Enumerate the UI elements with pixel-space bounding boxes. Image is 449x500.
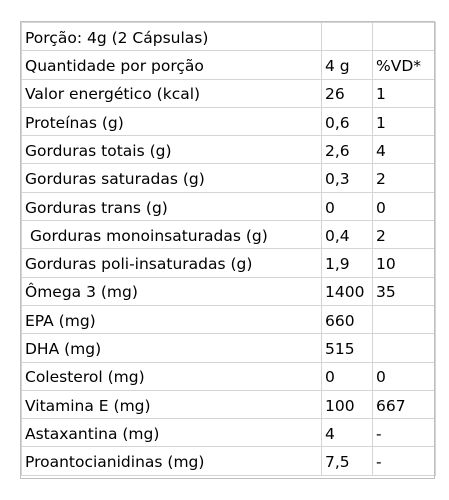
nutrient-name: Gorduras saturadas (g) (21, 163, 322, 193)
empty-cell (372, 21, 436, 52)
nutrient-vd: - (372, 446, 436, 476)
vd-label-cell: %VD* (372, 50, 436, 80)
nutrient-amount: 7,5 (321, 446, 373, 476)
table-row: DHA (mg) 515 (21, 333, 436, 363)
nutrient-name: Vitamina E (mg) (21, 389, 322, 420)
nutrient-vd: - (372, 418, 436, 448)
nutrient-amount: 0,4 (321, 220, 373, 250)
nutrient-vd: 4 (372, 135, 436, 165)
table-row: Proantocianidinas (mg) 7,5 - (21, 446, 436, 476)
nutrient-name: Proantocianidinas (mg) (21, 446, 322, 476)
quantity-value-cell: 4 g (321, 50, 373, 80)
nutrient-name: Gorduras poli-insaturadas (g) (21, 248, 322, 278)
nutrient-amount: 4 (321, 418, 373, 448)
nutrient-amount: 2,6 (321, 135, 373, 165)
table-row: Gorduras saturadas (g) 0,3 2 (21, 163, 436, 193)
nutrient-amount: 0,3 (321, 163, 373, 193)
table-row: Valor energético (kcal) 26 1 (21, 78, 436, 108)
nutrient-name: EPA (mg) (21, 304, 322, 335)
nutrient-name: DHA (mg) (21, 333, 322, 363)
nutrient-vd: 10 (372, 248, 436, 278)
nutrient-vd: 0 (372, 191, 436, 222)
serving-size-cell: Porção: 4g (2 Cápsulas) (21, 21, 322, 52)
table-row: EPA (mg) 660 (21, 304, 436, 335)
nutrient-vd (372, 333, 436, 363)
nutrient-vd: 0 (372, 361, 436, 391)
table-row: Gorduras monoinsaturadas (g) 0,4 2 (21, 220, 436, 250)
nutrient-amount: 0 (321, 191, 373, 222)
nutrient-name: Gorduras monoinsaturadas (g) (21, 220, 322, 250)
nutrient-vd: 2 (372, 220, 436, 250)
nutrient-name: Ômega 3 (mg) (21, 276, 322, 306)
nutrient-vd: 35 (372, 276, 436, 306)
serving-row: Porção: 4g (2 Cápsulas) (21, 21, 436, 52)
table-row: Gorduras totais (g) 2,6 4 (21, 135, 436, 165)
table-row: Colesterol (mg) 0 0 (21, 361, 436, 391)
nutrient-amount: 1,9 (321, 248, 373, 278)
nutrient-amount: 515 (321, 333, 373, 363)
table-row: Vitamina E (mg) 100 667 (21, 389, 436, 420)
nutrient-name: Valor energético (kcal) (21, 78, 322, 108)
nutrient-amount: 0 (321, 361, 373, 391)
nutrient-name: Gorduras trans (g) (21, 191, 322, 222)
nutrient-vd (372, 304, 436, 335)
nutrient-vd: 1 (372, 78, 436, 108)
table-row: Gorduras poli-insaturadas (g) 1,9 10 (21, 248, 436, 278)
nutrient-amount: 660 (321, 304, 373, 335)
nutrient-vd: 667 (372, 389, 436, 420)
table-row: Ômega 3 (mg) 1400 35 (21, 276, 436, 306)
table-row: Astaxantina (mg) 4 - (21, 418, 436, 448)
quantity-label-cell: Quantidade por porção (21, 50, 322, 80)
nutrient-amount: 1400 (321, 276, 373, 306)
nutrient-name: Gorduras totais (g) (21, 135, 322, 165)
nutrient-name: Proteínas (g) (21, 106, 322, 137)
nutrition-facts-table: Porção: 4g (2 Cápsulas) Quantidade por p… (21, 21, 436, 476)
nutrient-name: Colesterol (mg) (21, 361, 322, 391)
table-row: Gorduras trans (g) 0 0 (21, 191, 436, 222)
nutrient-name: Astaxantina (mg) (21, 418, 322, 448)
header-row: Quantidade por porção 4 g %VD* (21, 50, 436, 80)
table-row: Proteínas (g) 0,6 1 (21, 106, 436, 137)
nutrient-vd: 1 (372, 106, 436, 137)
nutrient-vd: 2 (372, 163, 436, 193)
nutrient-amount: 26 (321, 78, 373, 108)
nutrient-amount: 100 (321, 389, 373, 420)
nutrient-amount: 0,6 (321, 106, 373, 137)
empty-cell (321, 21, 373, 52)
